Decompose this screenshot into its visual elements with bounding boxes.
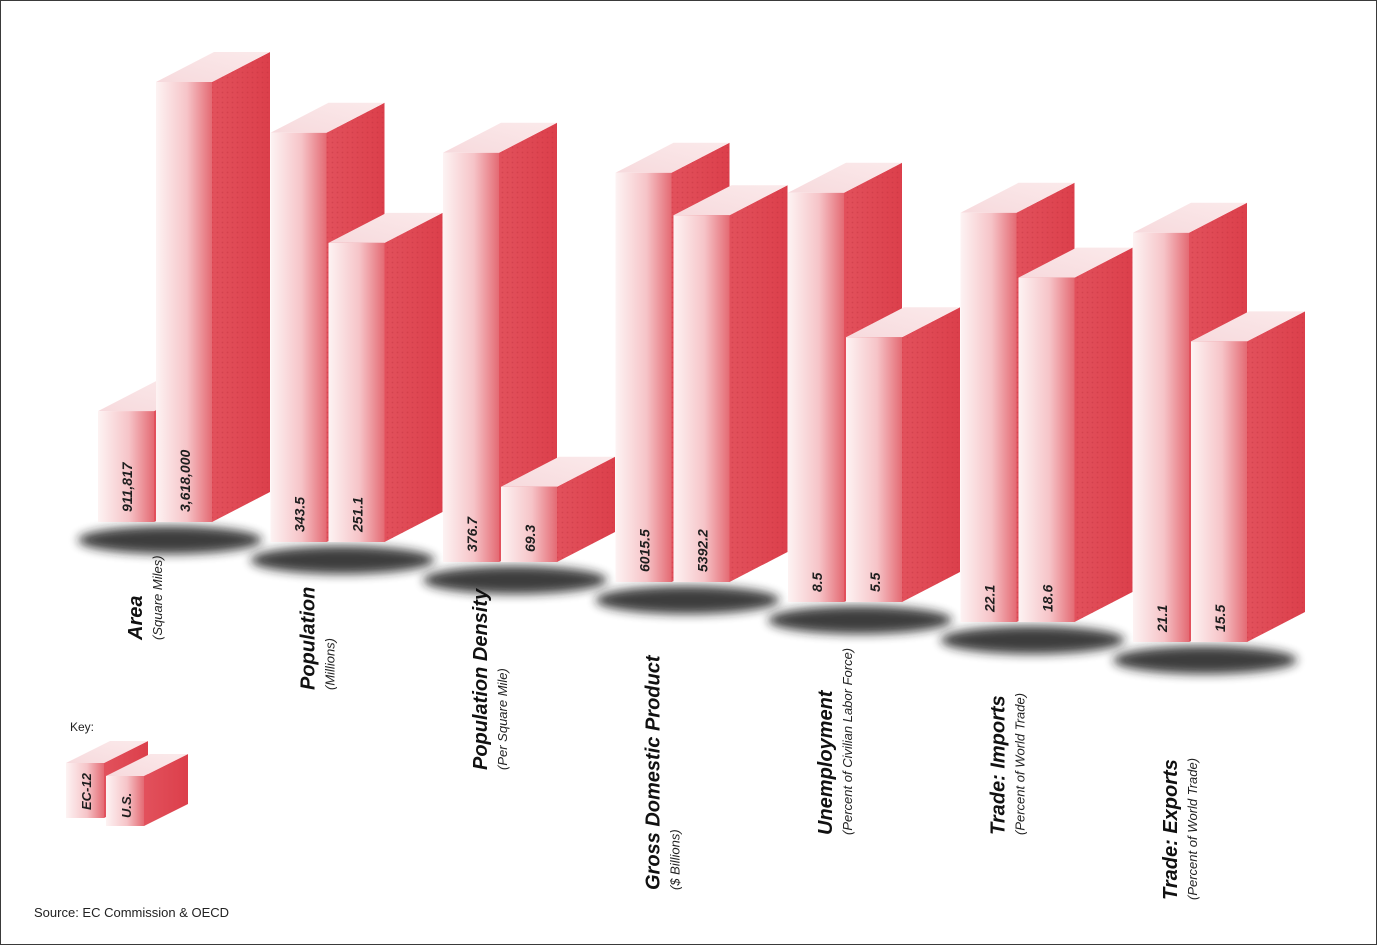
bar-us: 251.1: [328, 212, 443, 542]
category-label: Population Density (Per Square Mile): [470, 588, 510, 770]
bar-ec12: 376.7: [443, 122, 557, 563]
category-label: Unemployment (Percent of Civilian Labor F…: [815, 648, 855, 835]
bar-value-label: 6015.5: [637, 529, 653, 572]
category-unit: ($ Billions): [668, 829, 683, 890]
bar-shadow: [250, 546, 435, 574]
bar-value-label: 251.1: [350, 497, 366, 533]
bar-shadow: [78, 526, 262, 554]
bar-us: 18.6: [1018, 247, 1133, 623]
category-label: Trade: Exports (Percent of World Trade): [1160, 758, 1200, 900]
category-name: Trade: Exports: [1160, 759, 1182, 900]
bar-shadow: [940, 626, 1125, 654]
category-label: Area (Square Miles): [125, 555, 165, 641]
bar-shadow: [768, 606, 952, 634]
bar-value-label: 5.5: [867, 572, 883, 592]
category-label: Population (Millions): [298, 587, 338, 690]
category-unit: (Per Square Mile): [495, 668, 510, 770]
legend-series-label: EC-12: [79, 772, 94, 810]
category-name: Gross Domestic Product: [643, 654, 665, 890]
bar-value-label: 5392.2: [695, 529, 711, 572]
bar-shadow: [595, 586, 780, 614]
category-unit: (Percent of World Trade): [1013, 693, 1028, 835]
source-note: Source: EC Commission & OECD: [34, 905, 230, 920]
category-unit: (Percent of World Trade): [1185, 758, 1200, 900]
bar-value-label: 22.1: [982, 585, 998, 613]
legend-us: U.S.: [106, 754, 188, 826]
category-label: Trade: Imports (Percent of World Trade): [988, 693, 1028, 835]
category-name: Area: [125, 596, 147, 641]
category-name: Population Density: [470, 588, 492, 770]
bar-value-label: 343.5: [292, 497, 308, 532]
bar-value-label: 376.7: [464, 516, 480, 552]
bar-value-label: 8.5: [809, 572, 825, 592]
category-unit: (Square Miles): [150, 555, 165, 640]
bar-value-label: 18.6: [1040, 585, 1056, 612]
bar-us: 5392.2: [673, 185, 788, 582]
bar-us: 69.3: [501, 456, 615, 562]
bar-value-label: 69.3: [522, 525, 538, 552]
bar-us: 5.5: [846, 307, 960, 602]
bar-value-label: 911,817: [119, 461, 135, 512]
legend-key-title: Key:: [70, 720, 95, 734]
category-label: Gross Domestic Product ($ Billions): [643, 654, 683, 890]
bar-shadow: [1113, 646, 1297, 674]
bar-us: 3,618,000: [156, 52, 270, 522]
legend-series-label: U.S.: [119, 793, 134, 818]
bar-value-label: 15.5: [1212, 605, 1228, 632]
category-name: Trade: Imports: [988, 695, 1010, 835]
bar-shadow: [423, 566, 607, 594]
bar-value-label: 21.1: [1154, 605, 1170, 633]
category-name: Unemployment: [815, 689, 837, 835]
category-unit: (Percent of Civilian Labor Force): [840, 648, 855, 835]
category-unit: (Millions): [323, 638, 338, 690]
bar-us: 15.5: [1191, 311, 1305, 642]
category-name: Population: [298, 587, 320, 690]
bar-value-label: 3,618,000: [177, 450, 193, 512]
